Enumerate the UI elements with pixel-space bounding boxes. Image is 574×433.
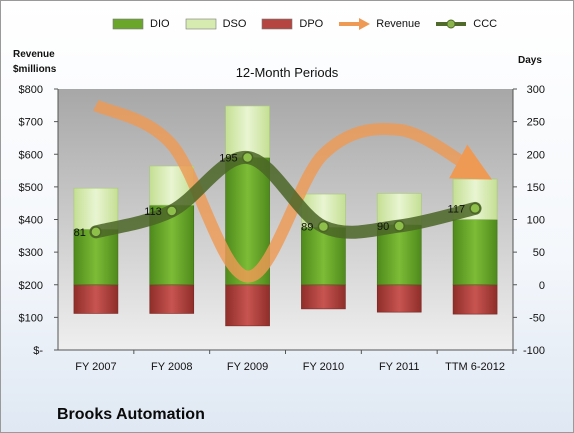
bar-dso <box>225 105 270 158</box>
ccc-point <box>90 226 102 238</box>
ccc-point <box>166 205 178 217</box>
ccc-data-label: 117 <box>448 203 466 215</box>
legend-item-revenue: Revenue <box>337 17 420 31</box>
right-tick-label: 100 <box>527 215 545 227</box>
x-tick-label: FY 2010 <box>303 361 344 373</box>
legend-label: Revenue <box>376 18 421 30</box>
left-axis-title-line2: $millions <box>13 64 57 75</box>
legend-item-dso: DSO <box>184 17 247 31</box>
bar-dpo <box>301 284 346 310</box>
left-tick-label: $300 <box>19 247 43 259</box>
legend-swatch-revenue <box>339 18 371 30</box>
right-tick-label: 250 <box>527 117 545 129</box>
bar-dpo <box>225 284 270 327</box>
right-tick-label: 200 <box>527 149 545 161</box>
chart-title: 12-Month Periods <box>235 65 339 80</box>
bar-dio <box>73 228 119 286</box>
legend-label: DSO <box>222 18 247 30</box>
legend-label: CCC <box>473 18 498 30</box>
left-tick-label: $700 <box>19 117 43 129</box>
legend-item-dio: DIO <box>111 17 170 31</box>
legend-swatch-ccc <box>436 19 467 29</box>
bar-dpo <box>149 284 195 314</box>
right-tick-label: 0 <box>539 280 545 292</box>
bar-dio <box>452 219 498 286</box>
right-tick-label: -100 <box>523 345 545 357</box>
right-tick-label: -50 <box>529 312 545 324</box>
left-axis-title-line1: Revenue <box>13 49 55 60</box>
ccc-point <box>317 220 330 233</box>
legend-swatch-dso <box>185 18 216 30</box>
ccc-point <box>241 151 254 164</box>
ccc-data-label: 90 <box>377 221 389 233</box>
chart-svg: $- $100 $200 $300 $400 $500 $600 $700 $800 -100 -5… <box>19 84 545 373</box>
left-axis-title: Revenue $millions <box>13 47 56 77</box>
left-tick-label: $800 <box>19 84 43 96</box>
revenue-line <box>93 99 492 283</box>
legend-swatch-dpo <box>262 18 293 30</box>
company-name: Brooks Automation <box>57 406 205 423</box>
right-tick-label: 300 <box>527 84 545 96</box>
legend-label: DIO <box>150 18 170 30</box>
ccc-data-label: 89 <box>301 222 313 234</box>
x-tick-label: FY 2011 <box>379 361 420 373</box>
right-tick-label: 50 <box>533 247 545 259</box>
legend-item-dpo: DPO <box>260 17 323 31</box>
left-tick-label: $100 <box>19 312 43 324</box>
legend-label: DPO <box>299 18 324 30</box>
x-tick-label: TTM 6-2012 <box>445 361 505 373</box>
ccc-data-label: 81 <box>74 227 86 239</box>
bar-dio <box>301 227 346 286</box>
left-tick-label: $- <box>33 345 43 357</box>
left-tick-label: $600 <box>19 149 43 161</box>
left-tick-label: $500 <box>19 182 43 194</box>
bar-dpo <box>452 284 498 315</box>
legend: DIO DSO DPO Revenue CCC <box>111 13 497 35</box>
left-tick-label: $200 <box>19 280 43 292</box>
ccc-point <box>393 220 405 232</box>
legend-item-ccc: CCC <box>434 17 497 31</box>
legend-swatch-dio <box>112 18 144 30</box>
ccc-data-label: 113 <box>144 206 162 218</box>
bar-dpo <box>376 284 422 313</box>
x-tick-label: FY 2007 <box>75 361 116 373</box>
right-axis-title: Days <box>518 55 542 66</box>
right-tick-label: 150 <box>527 182 545 194</box>
left-tick-label: $400 <box>19 215 43 227</box>
bar-dpo <box>73 284 119 314</box>
x-tick-label: FY 2008 <box>151 361 192 373</box>
x-tick-label: FY 2009 <box>227 361 268 373</box>
ccc-point <box>469 202 481 215</box>
ccc-data-label: 195 <box>219 153 237 165</box>
